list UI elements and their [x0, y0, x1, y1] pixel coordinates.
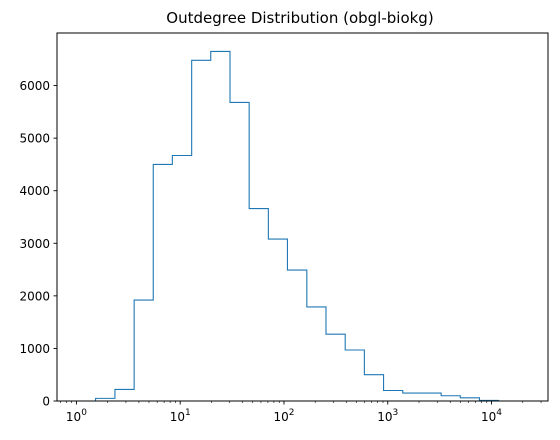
x-tick-base: 10: [481, 410, 496, 424]
histogram-bin: [172, 155, 191, 401]
plot-frame: [56, 32, 549, 402]
histogram-series: [76, 50, 500, 402]
histogram-bin: [249, 209, 268, 401]
x-tick-base: 10: [170, 410, 185, 424]
histogram-bin: [268, 239, 287, 401]
y-tick-label: 3000: [19, 237, 50, 251]
x-tick-base: 10: [377, 410, 392, 424]
histogram-bin: [403, 393, 422, 401]
x-tick-label: 100: [66, 408, 87, 424]
y-axis-ticks: 0 1000 2000 3000 4000 5000 6000: [19, 79, 57, 409]
histogram-bin: [134, 300, 153, 401]
histogram-bin: [230, 102, 249, 401]
y-tick-label: 0: [42, 395, 50, 409]
y-tick-label: 4000: [19, 184, 50, 198]
y-tick-label: 1000: [19, 342, 50, 356]
histogram-bin: [326, 334, 345, 401]
x-tick-base: 10: [273, 410, 288, 424]
histogram-bin: [307, 307, 326, 401]
x-tick-label: 103: [377, 408, 398, 424]
histogram-bin: [384, 390, 403, 401]
histogram-bin: [441, 396, 460, 401]
y-tick-label: 6000: [19, 79, 50, 93]
histogram-bin: [115, 389, 134, 401]
histogram-bin: [153, 164, 172, 401]
histogram-bin: [422, 393, 441, 401]
histogram-bin: [345, 350, 364, 401]
histogram-bin: [211, 51, 230, 401]
x-tick-label: 102: [273, 408, 294, 424]
y-tick-label: 2000: [19, 289, 50, 303]
x-tick-label: 104: [481, 408, 502, 424]
x-tick-exponent: 1: [185, 408, 191, 418]
x-tick-exponent: 4: [496, 408, 502, 418]
histogram-step-line: [76, 50, 500, 402]
histogram-bin: [287, 270, 306, 401]
chart-title: Outdegree Distribution (obgl-biokg): [166, 9, 433, 27]
y-tick-label: 5000: [19, 132, 50, 146]
histogram-bin: [192, 60, 211, 401]
x-tick-exponent: 2: [289, 408, 295, 418]
x-tick-base: 10: [66, 410, 81, 424]
histogram-bin: [364, 375, 383, 401]
x-axis-ticks: 100 101 102 103 104: [66, 401, 502, 424]
x-tick-exponent: 3: [393, 408, 399, 418]
x-tick-exponent: 0: [81, 408, 87, 418]
x-tick-label: 101: [170, 408, 191, 424]
